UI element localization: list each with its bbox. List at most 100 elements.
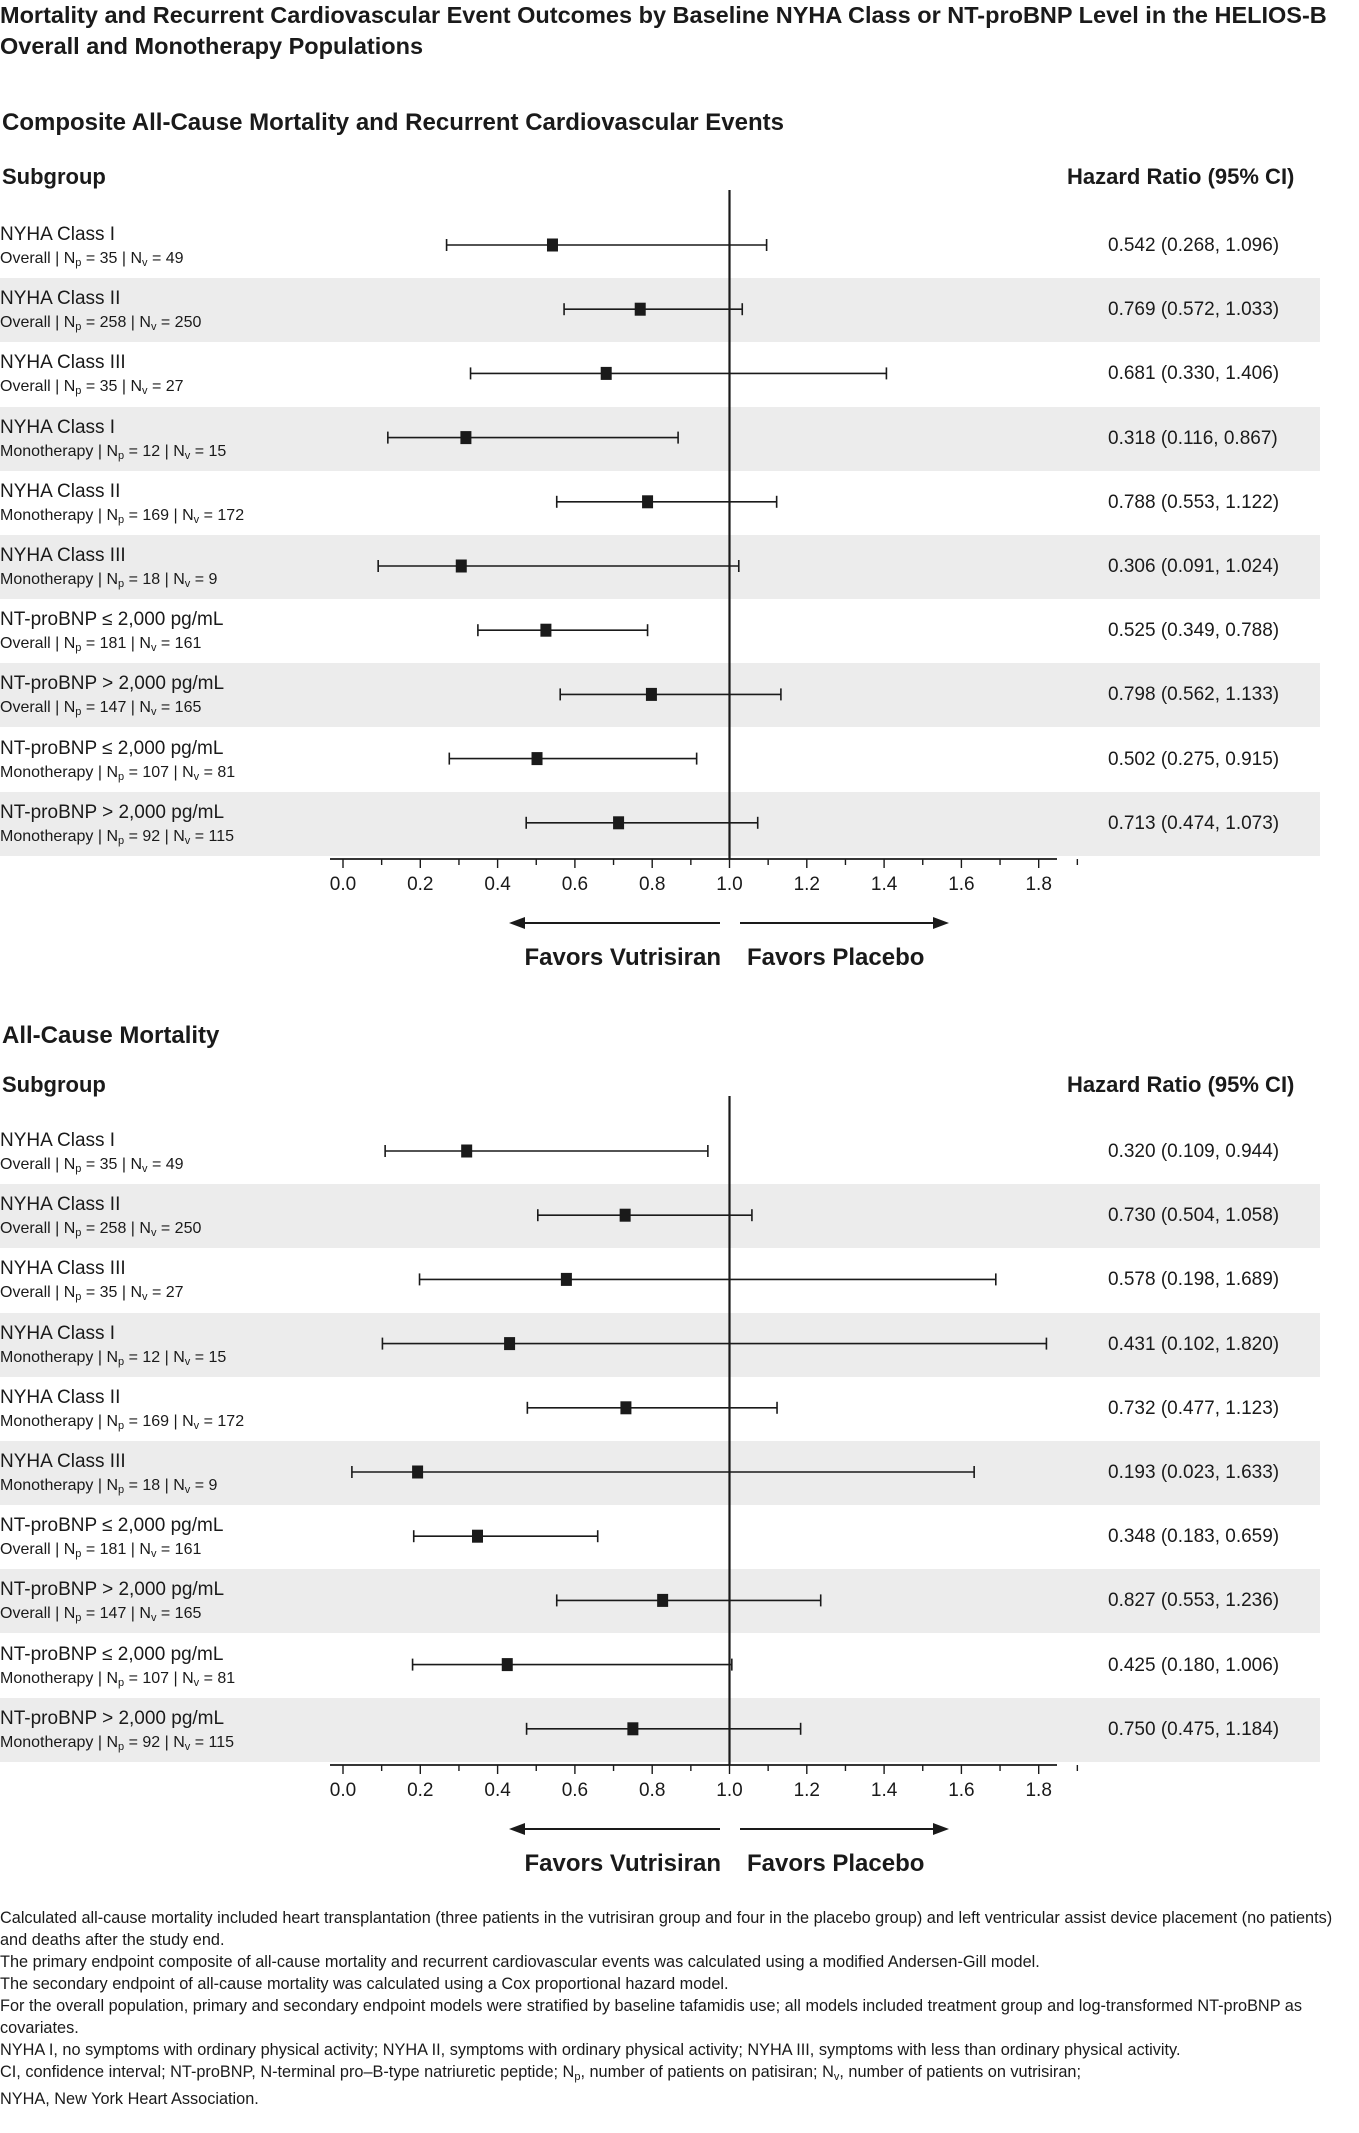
footnote: The secondary endpoint of all-cause mort… (0, 1975, 729, 1993)
subgroup-row: NT-proBNP ≤ 2,000 pg/mL Overall | Np = 18… (0, 1505, 1320, 1569)
point-estimate-marker (461, 1144, 473, 1158)
subgroup-label: NYHA Class I (0, 224, 116, 245)
favors-vutrisiran-label: Favors Vutrisiran (524, 1850, 721, 1877)
subgroup-label: NYHA Class III (0, 545, 126, 566)
x-tick-label: 1.2 (794, 1780, 820, 1801)
x-tick-label: 0.2 (407, 1780, 433, 1801)
hazard-ratio-value: 0.730 (0.504, 1.058) (1108, 1205, 1280, 1227)
hazard-ratio-value: 0.320 (0.109, 0.944) (1108, 1141, 1280, 1162)
subgroup-row: NYHA Class I Overall | Np = 35 | Nv = 49 0… (0, 214, 1320, 278)
x-tick-label: 1.0 (716, 874, 742, 895)
x-tick-label: 0.0 (330, 874, 356, 895)
hazard-ratio-value: 0.306 (0.091, 1.024) (1108, 556, 1280, 577)
point-estimate-marker (620, 1401, 632, 1415)
point-estimate-marker (540, 623, 552, 637)
subgroup-counts: Monotherapy | Np = 92 | Nv = 115 (0, 827, 235, 847)
point-estimate-marker (546, 238, 558, 252)
section-title-composite: Composite All-Cause Mortality and Recurr… (2, 109, 784, 136)
footnote: The primary endpoint composite of all-ca… (0, 1953, 1040, 1971)
left-arrow-icon (509, 1823, 525, 1835)
subgroup-label: NYHA Class I (0, 1130, 116, 1151)
subgroup-counts: Monotherapy | Np = 12 | Nv = 15 (0, 1348, 227, 1368)
abbreviations-footnote: NYHA, New York Heart Association. (0, 2090, 259, 2108)
subgroup-row: NYHA Class II Overall | Np = 258 | Nv = 2… (0, 1184, 1320, 1249)
subgroup-counts: Overall | Np = 181 | Nv = 161 (0, 1541, 202, 1561)
subgroup-label: NT-proBNP > 2,000 pg/mL (0, 673, 225, 695)
left-arrow-icon (509, 917, 525, 929)
subgroup-counts: Monotherapy | Np = 107 | Nv = 81 (0, 1669, 236, 1689)
right-arrow-icon (933, 917, 949, 929)
subgroup-label: NT-proBNP ≤ 2,000 pg/mL (0, 737, 224, 759)
hazard-ratio-value: 0.502 (0.275, 0.915) (1108, 748, 1280, 770)
x-tick-label: 1.6 (948, 1780, 974, 1801)
subgroup-row: NT-proBNP > 2,000 pg/mL Monotherapy | Np … (0, 1697, 1320, 1762)
point-estimate-marker (531, 752, 543, 766)
point-estimate-marker (613, 816, 625, 830)
hazard-ratio-value: 0.750 (0.475, 1.184) (1108, 1718, 1280, 1740)
point-estimate-marker (634, 302, 646, 316)
hazard-ratio-value: 0.318 (0.116, 0.867) (1108, 427, 1278, 449)
subgroup-counts: Overall | Np = 147 | Nv = 165 (0, 1605, 202, 1625)
x-tick-label: 0.0 (330, 1780, 356, 1801)
subgroup-label: NYHA Class II (0, 1386, 121, 1408)
point-estimate-marker (560, 1272, 572, 1286)
subgroup-counts: Overall | Np = 147 | Nv = 165 (0, 699, 202, 719)
subgroup-label: NYHA Class II (0, 480, 121, 502)
subgroup-counts: Monotherapy | Np = 169 | Nv = 172 (0, 1412, 245, 1432)
subgroup-label: NYHA Class II (0, 1194, 121, 1216)
subgroup-counts: Overall | Np = 258 | Nv = 250 (0, 314, 202, 334)
subgroup-row: NT-proBNP > 2,000 pg/mL Overall | Np = 14… (0, 663, 1320, 728)
point-estimate-marker (412, 1465, 424, 1479)
hazard-ratio-value: 0.769 (0.572, 1.033) (1108, 299, 1280, 321)
x-tick-label: 1.2 (794, 874, 820, 895)
point-estimate-marker (504, 1337, 516, 1351)
right-arrow-icon (933, 1823, 949, 1835)
hazard-ratio-value: 0.193 (0.023, 1.633) (1108, 1462, 1280, 1483)
favors-placebo-label: Favors Placebo (747, 1850, 924, 1877)
subgroup-row: NYHA Class I Overall | Np = 35 | Nv = 49 0… (0, 1120, 1320, 1184)
footnote: Calculated all-cause mortality included … (0, 1909, 1333, 1949)
favors-vutrisiran-label: Favors Vutrisiran (524, 944, 721, 971)
hazard-ratio-value: 0.578 (0.198, 1.689) (1108, 1269, 1280, 1291)
hazard-ratio-value: 0.681 (0.330, 1.406) (1108, 363, 1280, 385)
subgroup-row: NT-proBNP > 2,000 pg/mL Monotherapy | Np … (0, 791, 1320, 856)
footnotes: Calculated all-cause mortality included … (0, 1907, 1340, 2110)
subgroup-row: NYHA Class III Overall | Np = 35 | Nv = 2… (0, 1248, 1320, 1312)
subgroup-counts: Monotherapy | Np = 107 | Nv = 81 (0, 763, 236, 783)
hazard-ratio-value: 0.798 (0.562, 1.133) (1108, 684, 1280, 706)
subgroup-label: NYHA Class I (0, 1322, 116, 1344)
subgroup-counts: Overall | Np = 35 | Nv = 27 (0, 1284, 184, 1304)
hazard-ratio-value: 0.713 (0.474, 1.073) (1108, 812, 1280, 834)
subgroup-counts: Overall | Np = 35 | Nv = 49 (0, 1156, 184, 1175)
subgroup-row: NYHA Class I Monotherapy | Np = 12 | Nv =… (0, 1312, 1320, 1377)
x-tick-label: 1.4 (871, 874, 898, 895)
subgroup-label: NT-proBNP > 2,000 pg/mL (0, 1579, 225, 1601)
point-estimate-marker (460, 431, 472, 445)
x-tick-label: 1.0 (716, 1780, 742, 1801)
subgroup-label: NYHA Class III (0, 1258, 126, 1280)
subgroup-row: NYHA Class II Overall | Np = 258 | Nv = 2… (0, 278, 1320, 343)
point-estimate-marker (600, 366, 612, 380)
subgroup-counts: Overall | Np = 181 | Nv = 161 (0, 635, 202, 655)
x-tick-label: 0.8 (639, 874, 665, 895)
hazard-ratio-value: 0.732 (0.477, 1.123) (1108, 1397, 1280, 1419)
x-tick-label: 1.6 (948, 874, 974, 895)
subgroup-label: NT-proBNP > 2,000 pg/mL (0, 801, 225, 823)
subgroup-row: NYHA Class III Monotherapy | Np = 18 | Nv… (0, 535, 1320, 599)
subgroup-label: NYHA Class III (0, 1451, 126, 1472)
hazard-ratio-value: 0.788 (0.553, 1.122) (1108, 491, 1280, 513)
subgroup-label: NYHA Class III (0, 352, 126, 374)
hazard-ratio-value: 0.827 (0.553, 1.236) (1108, 1590, 1280, 1612)
hazard-ratio-header: Hazard Ratio (95% CI) (1067, 1072, 1295, 1097)
subgroup-label: NT-proBNP ≤ 2,000 pg/mL (0, 1515, 224, 1537)
forest-plot-svg: 0.0 0.2 0.4 0.6 0.8 1.0 1.2 1.4 1.6 1.8 Favors Vut… (330, 1096, 1079, 1877)
footnote: For the overall population, primary and … (0, 1997, 1302, 2037)
point-estimate-marker (657, 1593, 669, 1607)
subgroup-label: NYHA Class II (0, 288, 121, 310)
x-tick-label: 0.8 (639, 1780, 665, 1801)
x-tick-label: 1.8 (1025, 1780, 1051, 1801)
x-tick-label: 1.4 (871, 1780, 898, 1801)
subgroup-header: Subgroup (2, 164, 106, 189)
hazard-ratio-header: Hazard Ratio (95% CI) (1067, 164, 1295, 189)
subgroup-label: NT-proBNP > 2,000 pg/mL (0, 1707, 225, 1729)
